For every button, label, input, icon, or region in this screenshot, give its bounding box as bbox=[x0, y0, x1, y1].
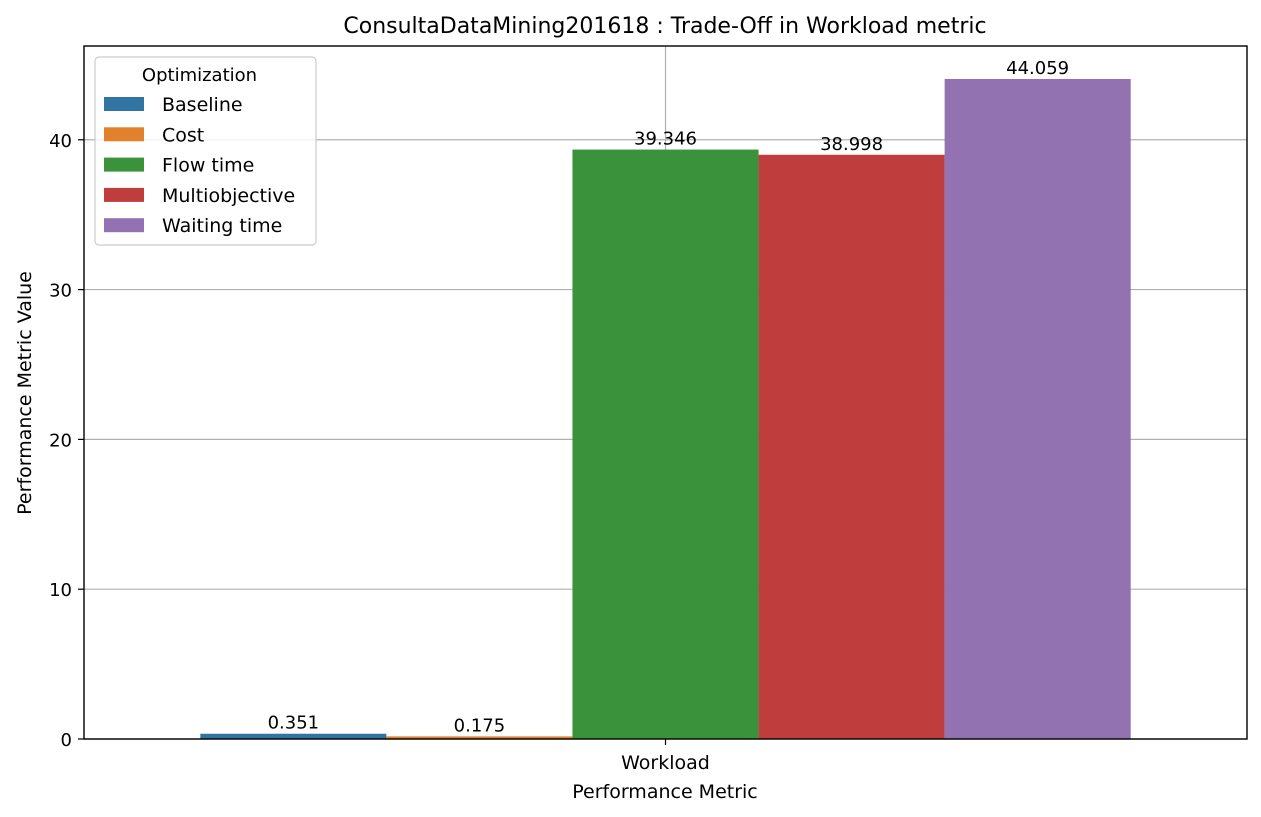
legend-entry-waiting-time: Waiting time bbox=[162, 215, 282, 237]
legend-entry-multiobjective: Multiobjective bbox=[162, 185, 295, 207]
bar-cost bbox=[386, 736, 573, 739]
y-tick-label: 10 bbox=[49, 580, 72, 601]
legend-entry-baseline: Baseline bbox=[162, 94, 243, 116]
y-axis-label: Performance Metric Value bbox=[14, 271, 36, 515]
legend-swatch-baseline bbox=[104, 97, 144, 111]
data-labels: 0.351 0.175 39.346 38.998 44.059 bbox=[268, 58, 1070, 736]
bar-baseline bbox=[200, 733, 387, 739]
data-label-cost: 0.175 bbox=[454, 715, 506, 736]
y-tick-label: 40 bbox=[49, 131, 72, 152]
data-label-waiting-time: 44.059 bbox=[1006, 58, 1069, 79]
data-label-multiobjective: 38.998 bbox=[820, 134, 883, 155]
x-axis-label: Performance Metric bbox=[572, 781, 758, 803]
data-label-flow-time: 39.346 bbox=[634, 129, 697, 150]
legend-swatch-cost bbox=[104, 127, 144, 142]
legend-swatch-waiting-time bbox=[104, 218, 144, 233]
plot-frame bbox=[83, 45, 1248, 740]
legend-swatch-multiobjective bbox=[104, 187, 144, 202]
bars bbox=[200, 78, 1131, 740]
legend: Optimization Baseline Cost Flow time Multiob… bbox=[94, 56, 317, 246]
bar-waiting-time bbox=[944, 78, 1131, 740]
bar-flow-time bbox=[572, 149, 759, 739]
axes: 0 10 20 30 40 Workload bbox=[49, 45, 1248, 774]
x-tick-label: Workload bbox=[621, 752, 710, 774]
legend-swatch-flow-time bbox=[104, 157, 144, 172]
chart-title: ConsultaDataMining201618 : Trade-Off in … bbox=[343, 14, 986, 39]
legend-entry-flow-time: Flow time bbox=[162, 155, 254, 177]
legend-box bbox=[94, 56, 317, 246]
y-tick-label: 0 bbox=[61, 730, 72, 751]
legend-title: Optimization bbox=[142, 65, 257, 86]
y-tick-label: 20 bbox=[49, 430, 72, 451]
bar-multiobjective bbox=[758, 154, 945, 740]
data-label-baseline: 0.351 bbox=[268, 713, 320, 734]
y-tick-label: 30 bbox=[49, 281, 72, 302]
legend-entry-cost: Cost bbox=[162, 124, 204, 146]
